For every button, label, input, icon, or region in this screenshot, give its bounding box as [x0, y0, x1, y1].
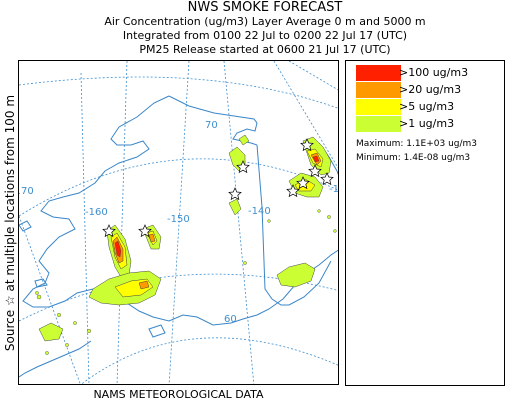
lon-label-130: -130: [329, 184, 339, 195]
smoke-dot: [267, 219, 271, 223]
smoke-dot: [243, 261, 247, 265]
concentration-description: Air Concentration (ug/m3) Layer Average …: [104, 15, 426, 28]
source-star: [236, 160, 250, 174]
plume-core-west-100: [114, 240, 122, 258]
plume-southeast: [276, 262, 316, 288]
plume-core-east-100: [312, 155, 320, 163]
smoke-dot: [45, 351, 49, 355]
source-star: [102, 224, 116, 238]
plume-core-sw-20: [138, 280, 150, 290]
lon-label-140: -140: [248, 206, 271, 217]
legend-label-20: >20 ug/m3: [399, 83, 462, 96]
alaska-canada-border: [256, 144, 332, 306]
grid-line-140w: [223, 61, 255, 384]
legend-swatch-100: [356, 65, 401, 81]
legend-label-100: >100 ug/m3: [399, 66, 469, 79]
aleutian-chain: [19, 340, 92, 378]
source-star: [286, 184, 300, 198]
maximum-value: Maximum: 1.1E+03 ug/m3: [356, 139, 478, 149]
plume-aleutian: [38, 322, 64, 342]
plume-small-1: [228, 198, 242, 216]
legend-panel: >100 ug/m3 >20 ug/m3 >5 ug/m3 >1 ug/m3 M…: [345, 60, 505, 386]
smoke-dot: [327, 215, 331, 219]
grid-line-75: [19, 76, 338, 109]
map-canvas: -170 -160 -150 -140 -130 70 60: [19, 61, 339, 384]
coastline: [19, 95, 338, 378]
smoke-dot: [73, 321, 77, 325]
integration-period: Integrated from 0100 22 Jul to 0200 22 J…: [122, 29, 408, 42]
source-star: [308, 164, 322, 178]
grid-line-160w: [116, 61, 128, 384]
release-start: PM25 Release started at 0600 21 Jul 17 (…: [139, 43, 391, 56]
grid-line-130w: [288, 61, 338, 91]
grid-line-165w: [80, 72, 90, 384]
source-description: Source ☆ at multiple locations from 100 …: [2, 60, 18, 386]
lon-label-170: -170: [19, 186, 34, 197]
smoke-dot: [317, 209, 321, 213]
island-nunivak: [34, 278, 48, 288]
legend-swatch-1: [356, 116, 401, 132]
smoke-dot: [65, 343, 69, 347]
grid-line-135w: [273, 61, 338, 169]
smoke-layer-1: [38, 134, 332, 342]
source-star: [320, 172, 334, 186]
lat-label-70: 70: [205, 120, 218, 131]
meteorological-data-label: NAMS METEOROLOGICAL DATA: [93, 388, 264, 401]
smoke-dot: [57, 312, 62, 317]
island-kodiak: [148, 324, 166, 338]
source-label: Source ☆ at multiple locations from 100 …: [3, 94, 17, 352]
source-markers: [102, 138, 334, 238]
plume-core-central-20: [148, 233, 156, 243]
smoke-dot: [86, 329, 91, 334]
legend-swatch-20: [356, 82, 401, 98]
source-star: [296, 176, 310, 190]
minimum-value: Minimum: 1.4E-08 ug/m3: [356, 153, 471, 163]
lon-label-150: -150: [167, 214, 190, 225]
smoke-dot: [35, 291, 39, 295]
grid-line-70: [19, 158, 338, 217]
smoke-forecast-map: -170 -160 -150 -140 -130 70 60: [18, 60, 339, 385]
map-header: NWS SMOKE FORECAST Air Concentration (ug…: [40, 0, 490, 57]
smoke-dot: [36, 294, 42, 300]
legend-swatch-5: [356, 99, 401, 115]
north-slope-coast: [168, 95, 258, 146]
legend-label-5: >5 ug/m3: [399, 100, 455, 113]
smoke-dot: [333, 229, 337, 233]
west-south-coast: [22, 95, 338, 326]
smoke-layer-100: [114, 155, 320, 258]
legend-label-1: >1 ug/m3: [399, 117, 455, 130]
source-star: [138, 224, 152, 238]
island-st-lawrence: [19, 220, 32, 232]
plume-small-2: [238, 134, 250, 146]
forecast-title: NWS SMOKE FORECAST: [187, 0, 343, 15]
scattered-smoke: [35, 209, 337, 355]
source-star: [300, 138, 314, 152]
lat-label-60: 60: [224, 314, 237, 325]
lon-label-160: -160: [85, 207, 108, 218]
source-star: [228, 187, 242, 201]
grid-line-170w: [19, 215, 81, 384]
